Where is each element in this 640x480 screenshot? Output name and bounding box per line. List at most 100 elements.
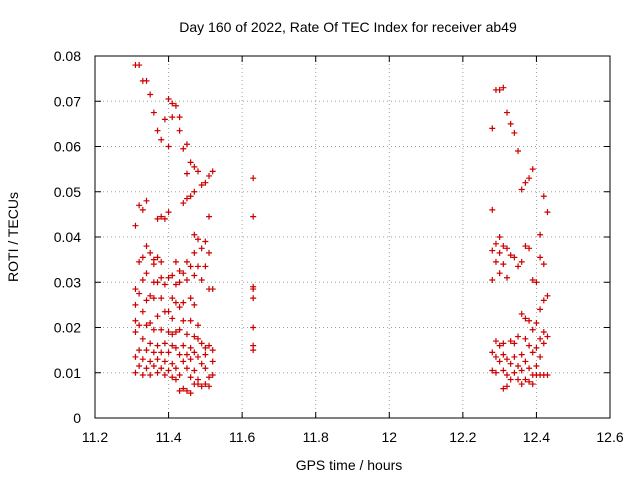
data-point bbox=[143, 365, 150, 372]
y-axis-label: ROTI / TECUs bbox=[5, 192, 21, 282]
data-point bbox=[191, 272, 198, 279]
data-point bbox=[202, 238, 209, 245]
data-point bbox=[169, 374, 176, 381]
data-point bbox=[529, 349, 536, 356]
data-point bbox=[147, 249, 154, 256]
data-point bbox=[176, 267, 183, 274]
data-point bbox=[143, 297, 150, 304]
data-point bbox=[169, 272, 176, 279]
data-point bbox=[187, 356, 194, 363]
data-point bbox=[504, 356, 510, 363]
data-point bbox=[143, 270, 150, 277]
data-point bbox=[154, 279, 161, 286]
data-point bbox=[537, 254, 544, 261]
data-point bbox=[533, 319, 540, 326]
data-point bbox=[150, 362, 157, 369]
y-tick-labels: 0 0.01 0.02 0.03 0.04 0.05 0.06 0.07 0.08 bbox=[54, 48, 81, 426]
data-point bbox=[209, 286, 216, 293]
data-point bbox=[198, 360, 205, 367]
data-point bbox=[522, 376, 529, 383]
data-point bbox=[507, 252, 514, 259]
data-point bbox=[198, 245, 205, 252]
data-point bbox=[176, 304, 183, 311]
data-point bbox=[176, 351, 183, 358]
data-point bbox=[500, 261, 507, 268]
data-point bbox=[139, 276, 146, 283]
data-point bbox=[202, 179, 209, 186]
data-point bbox=[544, 372, 551, 379]
data-point bbox=[206, 172, 213, 179]
data-point bbox=[202, 351, 209, 358]
data-point bbox=[139, 308, 146, 315]
data-point bbox=[250, 324, 257, 331]
data-point bbox=[500, 367, 507, 374]
data-point bbox=[176, 387, 183, 394]
data-point bbox=[489, 125, 496, 132]
x-tick-labels: 11.2 11.4 11.6 11.8 12 12.2 12.4 12.6 bbox=[82, 429, 624, 445]
data-point bbox=[526, 317, 533, 324]
data-point bbox=[191, 367, 198, 374]
data-point bbox=[492, 240, 499, 247]
x-axis-label: GPS time / hours bbox=[296, 457, 403, 473]
data-point bbox=[507, 360, 514, 367]
data-point bbox=[161, 281, 168, 288]
data-point bbox=[500, 385, 507, 392]
x-tick-label: 11.6 bbox=[229, 429, 255, 445]
data-point bbox=[165, 349, 172, 356]
chart-title: Day 160 of 2022, Rate Of TEC Index for r… bbox=[179, 19, 517, 35]
data-point bbox=[250, 347, 257, 354]
data-point bbox=[492, 338, 499, 345]
data-point bbox=[206, 342, 213, 349]
data-point bbox=[150, 349, 157, 356]
data-point bbox=[132, 317, 139, 324]
data-point bbox=[183, 276, 190, 283]
data-point bbox=[132, 369, 139, 376]
data-point bbox=[169, 295, 176, 302]
y-tick-label: 0.04 bbox=[54, 229, 81, 245]
data-point bbox=[515, 333, 522, 340]
data-point bbox=[507, 376, 514, 383]
data-point bbox=[522, 179, 529, 186]
data-point bbox=[147, 372, 154, 379]
data-point bbox=[139, 254, 146, 261]
data-point bbox=[143, 77, 150, 84]
data-point bbox=[198, 383, 205, 390]
data-point bbox=[500, 340, 507, 347]
data-point bbox=[180, 145, 187, 152]
data-point bbox=[191, 301, 198, 308]
data-point bbox=[161, 340, 168, 347]
data-point bbox=[526, 378, 533, 385]
data-point bbox=[504, 274, 510, 281]
data-point bbox=[180, 358, 187, 365]
data-point bbox=[507, 338, 514, 345]
data-point bbox=[492, 369, 499, 376]
data-point bbox=[198, 340, 205, 347]
data-point bbox=[132, 353, 139, 360]
data-point bbox=[158, 349, 165, 356]
data-point bbox=[209, 372, 216, 379]
data-point bbox=[489, 247, 496, 254]
data-point bbox=[209, 358, 216, 365]
data-point bbox=[515, 148, 522, 155]
data-point bbox=[504, 245, 510, 252]
data-point bbox=[172, 344, 179, 351]
data-point bbox=[489, 367, 496, 374]
x-tick-label: 12.6 bbox=[596, 429, 623, 445]
data-point bbox=[496, 249, 503, 256]
data-point bbox=[202, 365, 209, 372]
data-point bbox=[165, 143, 172, 150]
data-point bbox=[154, 127, 161, 134]
data-point bbox=[250, 295, 257, 302]
data-point bbox=[518, 258, 525, 265]
data-point bbox=[529, 326, 536, 333]
data-point bbox=[500, 243, 507, 250]
data-point bbox=[150, 109, 157, 116]
data-point bbox=[191, 188, 198, 195]
data-point bbox=[169, 100, 176, 107]
data-point bbox=[544, 209, 551, 216]
y-tick-label: 0.06 bbox=[54, 139, 81, 155]
data-point bbox=[195, 353, 201, 360]
data-point bbox=[172, 376, 179, 383]
data-point bbox=[136, 347, 143, 354]
x-tick-label: 12.2 bbox=[449, 429, 476, 445]
